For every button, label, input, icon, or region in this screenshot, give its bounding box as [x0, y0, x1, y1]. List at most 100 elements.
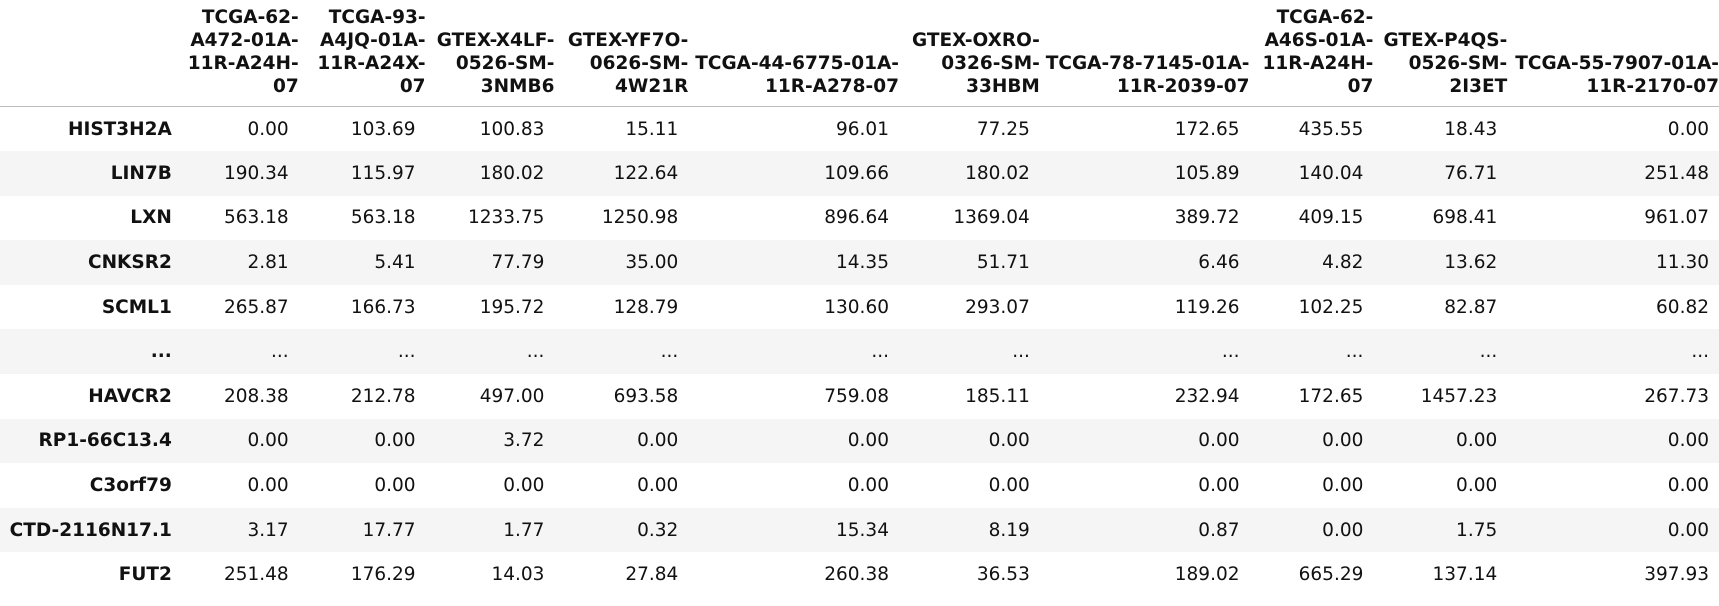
table-cell: 0.00 [1667, 475, 1709, 497]
row-index-label: LIN7B [110, 162, 172, 184]
table-cell: 0.00 [637, 475, 679, 497]
table-cell: 2.81 [247, 252, 289, 274]
table-cell: 251.48 [1644, 162, 1709, 184]
table-cell: 896.64 [824, 207, 889, 229]
table-cell: 102.25 [1298, 296, 1364, 318]
table-cell: 36.53 [976, 564, 1030, 586]
table-cell: 176.29 [350, 564, 416, 586]
column-header: GTEX-YF7O-0626-SM-4W21R [554, 6, 689, 107]
row-index-label: FUT2 [118, 564, 172, 586]
row-index-label: HIST3H2A [67, 118, 172, 140]
table-cell: 0.00 [1322, 519, 1364, 541]
table-cell: 172.65 [1298, 385, 1364, 407]
table-cell: 0.00 [988, 430, 1030, 452]
table-cell: 5.41 [374, 252, 416, 274]
table-cell: 563.18 [350, 207, 416, 229]
column-header: TCGA-62-A472-01A-11R-A24H-07 [171, 6, 299, 107]
table-row: SCML1 265.87 166.73 195.72 128.79 130.60 293.0… [0, 285, 1719, 330]
table-cell: 0.00 [1322, 430, 1364, 452]
table-cell: 0.32 [637, 519, 679, 541]
table-cell: 60.82 [1656, 296, 1709, 318]
table-cell: 4.82 [1322, 252, 1364, 274]
table-row: CTD-2116N17.1 3.17 17.77 1.77 0.32 15.34 8.19 0… [0, 507, 1719, 553]
table-cell: ... [1012, 341, 1030, 363]
table-cell: 3.72 [503, 430, 545, 452]
table-row: LIN7B 190.34 115.97 180.02 122.64 109.66 180.0… [0, 151, 1719, 196]
table-cell: 0.00 [247, 118, 289, 140]
table-row: RP1-66C13.4 0.00 0.00 3.72 0.00 0.00 0.00 0.00 0… [0, 418, 1719, 464]
table-cell: 105.89 [1174, 162, 1240, 184]
column-header: TCGA-44-6775-01A-11R-A278-07 [688, 6, 899, 107]
table-cell: 0.00 [847, 430, 889, 452]
row-index-label: CTD-2116N17.1 [9, 519, 172, 541]
column-header: GTEX-P4QS-0526-SM-2I3ET [1373, 6, 1508, 107]
table-cell: 18.43 [1444, 118, 1498, 140]
table-cell: 251.48 [223, 564, 289, 586]
table-cell: 0.00 [1667, 430, 1709, 452]
table-cell: 0.00 [637, 430, 679, 452]
table-cell: 0.00 [1667, 118, 1709, 140]
row-index-label: LXN [130, 207, 172, 229]
table-cell: 195.72 [479, 296, 545, 318]
table-cell: 35.00 [625, 252, 679, 274]
table-cell: 128.79 [613, 296, 679, 318]
header-row: TCGA-62-A472-01A-11R-A24H-07 TCGA-93-A4J… [0, 6, 1719, 107]
table-cell: 759.08 [824, 385, 889, 407]
table-row: HIST3H2A 0.00 103.69 100.83 15.11 96.01 77.25 1… [0, 107, 1719, 152]
table-cell: ... [526, 341, 545, 363]
table-cell: 15.34 [836, 519, 889, 541]
table-cell: ... [1479, 341, 1498, 363]
table-cell: 0.00 [988, 475, 1030, 497]
table-cell: 0.00 [1322, 475, 1364, 497]
table-body: HIST3H2A 0.00 103.69 100.83 15.11 96.01 77.25 1… [0, 107, 1719, 598]
table-cell: 267.73 [1644, 385, 1709, 407]
dataframe-table: TCGA-62-A472-01A-11R-A24H-07 TCGA-93-A4J… [0, 6, 1719, 597]
table-row: FUT2 251.48 176.29 14.03 27.84 260.38 36.53 189… [0, 552, 1719, 597]
table-cell: ... [397, 341, 416, 363]
table-cell: 11.30 [1656, 252, 1709, 274]
table-cell: 17.77 [362, 519, 416, 541]
table-cell: 0.00 [1198, 475, 1240, 497]
table-cell: 1.77 [503, 519, 545, 541]
table-cell: 140.04 [1298, 162, 1364, 184]
table-cell: 409.15 [1298, 207, 1364, 229]
table-row: HAVCR2 208.38 212.78 497.00 693.58 759.08 185.… [0, 374, 1719, 419]
table-cell: 77.79 [491, 252, 545, 274]
table-cell: 208.38 [223, 385, 289, 407]
table-cell: 103.69 [350, 118, 416, 140]
table-cell: 172.65 [1174, 118, 1240, 140]
table-cell: 190.34 [223, 162, 289, 184]
table-cell: 14.03 [491, 564, 545, 586]
table-cell: 665.29 [1298, 564, 1364, 586]
table-row: C3orf79 0.00 0.00 0.00 0.00 0.00 0.00 0.00 0.00 0… [0, 463, 1719, 508]
table-cell: 0.00 [374, 475, 416, 497]
table-cell: 260.38 [824, 564, 889, 586]
table-cell: 961.07 [1644, 207, 1709, 229]
table-cell: 265.87 [223, 296, 289, 318]
table-cell: 1369.04 [953, 207, 1030, 229]
column-header: TCGA-62-A46S-01A-11R-A24H-07 [1249, 6, 1374, 107]
table-cell: 14.35 [836, 252, 889, 274]
table-cell: 698.41 [1432, 207, 1498, 229]
table-cell: 693.58 [613, 385, 679, 407]
table-cell: 0.00 [247, 475, 289, 497]
row-index-label: ... [150, 341, 172, 363]
table-cell: 1.75 [1456, 519, 1498, 541]
row-index-label: C3orf79 [89, 475, 172, 497]
table-cell: 27.84 [625, 564, 679, 586]
table-cell: 109.66 [824, 162, 889, 184]
table-cell: 180.02 [479, 162, 545, 184]
table-cell: 0.00 [1198, 430, 1240, 452]
table-cell: 0.87 [1198, 519, 1240, 541]
table-cell: 115.97 [350, 162, 416, 184]
table-cell: 122.64 [613, 162, 679, 184]
column-header: TCGA-55-7907-01A-11R-2170-07 [1507, 6, 1719, 107]
table-cell: 82.87 [1444, 296, 1498, 318]
table-cell: 119.26 [1174, 296, 1240, 318]
table-cell: 15.11 [625, 118, 679, 140]
table-cell: 1233.75 [467, 207, 545, 229]
table-cell: 185.11 [965, 385, 1030, 407]
table-cell: ... [271, 341, 289, 363]
table-cell: 130.60 [824, 296, 889, 318]
table-cell: 77.25 [976, 118, 1030, 140]
